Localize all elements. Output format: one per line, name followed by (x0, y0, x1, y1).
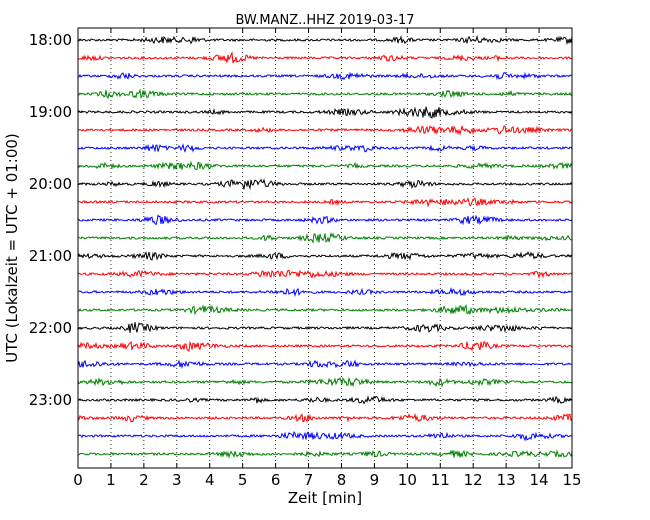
trace-line (77, 232, 573, 244)
trace-line (77, 178, 573, 191)
x-tick-label: 13 (497, 471, 516, 489)
trace-line (77, 395, 573, 405)
trace-line (77, 88, 573, 100)
trace-line (77, 125, 573, 136)
trace-line (77, 50, 573, 64)
trace-line (77, 106, 573, 119)
x-tick-label: 15 (562, 471, 581, 489)
x-axis-ticks: 0 1 2 3 4 5 6 7 8 9 10 11 12 13 14 15 (73, 28, 582, 489)
y-tick-label: 20:00 (29, 175, 72, 193)
x-tick-label: 7 (304, 471, 314, 489)
trace-line (77, 143, 573, 153)
y-axis-label: UTC (Lokalzeit = UTC + 01:00) (3, 133, 21, 363)
trace-line (77, 359, 573, 369)
trace-line (77, 431, 573, 442)
y-tick-label: 22:00 (29, 319, 72, 337)
y-tick-label: 21:00 (29, 247, 72, 265)
x-axis-label: Zeit [min] (288, 489, 362, 507)
x-tick-label: 4 (205, 471, 215, 489)
x-tick-label: 3 (172, 471, 182, 489)
trace-line (77, 287, 573, 297)
trace-group (77, 34, 573, 459)
x-tick-label: 2 (139, 471, 149, 489)
x-tick-label: 9 (370, 471, 380, 489)
y-axis-ticks: 18:00 19:00 20:00 21:00 22:00 23:00 (29, 31, 572, 409)
trace-line (77, 449, 573, 459)
x-tick-label: 8 (337, 471, 347, 489)
x-tick-label: 14 (530, 471, 549, 489)
trace-line (77, 322, 573, 333)
trace-line (77, 214, 573, 226)
trace-line (77, 376, 573, 388)
chart-title: BW.MANZ..HHZ 2019-03-17 (235, 13, 414, 28)
x-tick-label: 6 (271, 471, 281, 489)
x-tick-label: 5 (238, 471, 248, 489)
trace-line (77, 197, 573, 208)
x-tick-label: 12 (464, 471, 483, 489)
trace-line (77, 160, 573, 171)
trace-line (77, 304, 573, 316)
x-tick-label: 0 (73, 471, 83, 489)
grid-lines (110, 28, 540, 468)
x-tick-label: 1 (106, 471, 116, 489)
x-tick-label: 11 (431, 471, 450, 489)
trace-line (77, 251, 573, 261)
trace-line (77, 34, 573, 46)
trace-line (77, 340, 573, 352)
y-tick-label: 23:00 (29, 391, 72, 409)
trace-line (77, 269, 573, 280)
plot-frame (77, 27, 573, 469)
y-tick-label: 18:00 (29, 31, 72, 49)
y-tick-label: 19:00 (29, 103, 72, 121)
trace-line (77, 71, 573, 81)
trace-line (77, 412, 573, 423)
x-tick-label: 10 (398, 471, 417, 489)
